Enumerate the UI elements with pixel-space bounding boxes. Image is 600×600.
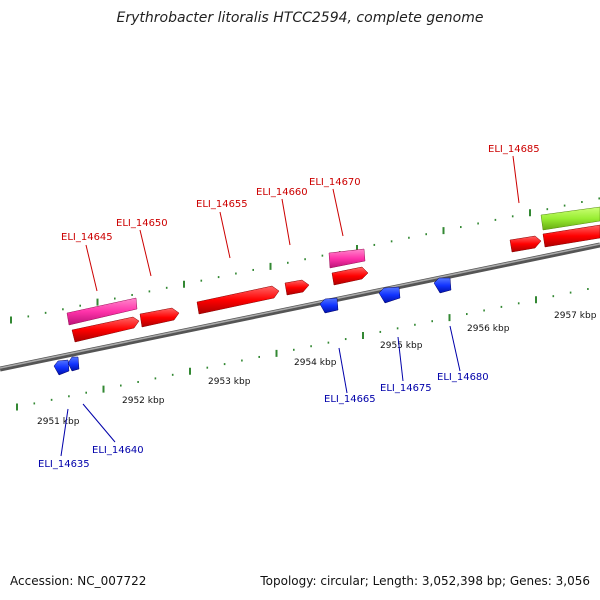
gene-green-feature[interactable] <box>540 206 600 231</box>
gene-label[interactable]: ELI_14635 <box>38 459 90 470</box>
ruler-label: 2954 kbp <box>294 358 337 368</box>
cds-arrow-feature[interactable] <box>284 279 310 296</box>
gene-label[interactable]: ELI_14650 <box>116 218 168 229</box>
cds-arrow-feature[interactable] <box>331 266 369 286</box>
cds-arrow-feature[interactable] <box>542 224 600 248</box>
reverse-features <box>53 277 452 376</box>
reverse-cds-arrow-feature[interactable] <box>319 297 339 314</box>
gene-label[interactable]: ELI_14645 <box>61 232 113 243</box>
gene-label[interactable]: ELI_14660 <box>256 187 308 198</box>
genome-backbone <box>0 242 600 372</box>
gene-label[interactable]: ELI_14675 <box>380 383 432 394</box>
reverse-cds-arrow-feature[interactable] <box>67 356 80 372</box>
gene-label[interactable]: ELI_14680 <box>437 372 489 383</box>
reverse-cds-arrow-feature[interactable] <box>378 286 401 304</box>
ruler-label: 2957 kbp <box>554 311 597 321</box>
gene-magenta-feature[interactable] <box>328 248 366 269</box>
reverse-gene-labels: ELI_14635 ELI_14640 ELI_14665 ELI_14675 … <box>38 325 489 470</box>
gene-label[interactable]: ELI_14685 <box>488 144 540 155</box>
cds-arrow-feature[interactable] <box>71 316 140 343</box>
ruler-label: 2951 kbp <box>37 417 80 427</box>
reverse-cds-arrow-feature[interactable] <box>433 277 452 294</box>
cds-arrow-feature[interactable] <box>509 235 542 253</box>
gene-label[interactable]: ELI_14665 <box>324 394 376 405</box>
forward-tick-track <box>10 197 600 324</box>
cds-arrow-feature[interactable] <box>139 307 180 328</box>
map-title: Erythrobacter litoralis HTCC2594, comple… <box>116 10 484 26</box>
gene-label[interactable]: ELI_14655 <box>196 199 248 210</box>
reverse-cds-arrow-feature[interactable] <box>53 359 70 376</box>
ruler-label: 2956 kbp <box>467 324 510 334</box>
ruler-label: 2952 kbp <box>122 396 165 406</box>
genome-summary-text: Topology: circular; Length: 3,052,398 bp… <box>260 574 590 588</box>
gene-label[interactable]: ELI_14640 <box>92 445 144 456</box>
forward-features <box>66 206 600 343</box>
ruler-label: 2953 kbp <box>208 377 251 387</box>
gene-magenta-feature[interactable] <box>66 297 138 326</box>
accession-text: Accession: NC_007722 <box>10 574 147 588</box>
reverse-tick-track <box>16 288 589 411</box>
ruler-label: 2955 kbp <box>380 341 423 351</box>
ruler-labels: 2951 kbp 2952 kbp 2953 kbp 2954 kbp 2955… <box>37 311 597 427</box>
forward-gene-labels: ELI_14645 ELI_14650 ELI_14655 ELI_14660 … <box>61 144 540 292</box>
gene-label[interactable]: ELI_14670 <box>309 177 361 188</box>
cds-arrow-feature[interactable] <box>196 285 280 315</box>
